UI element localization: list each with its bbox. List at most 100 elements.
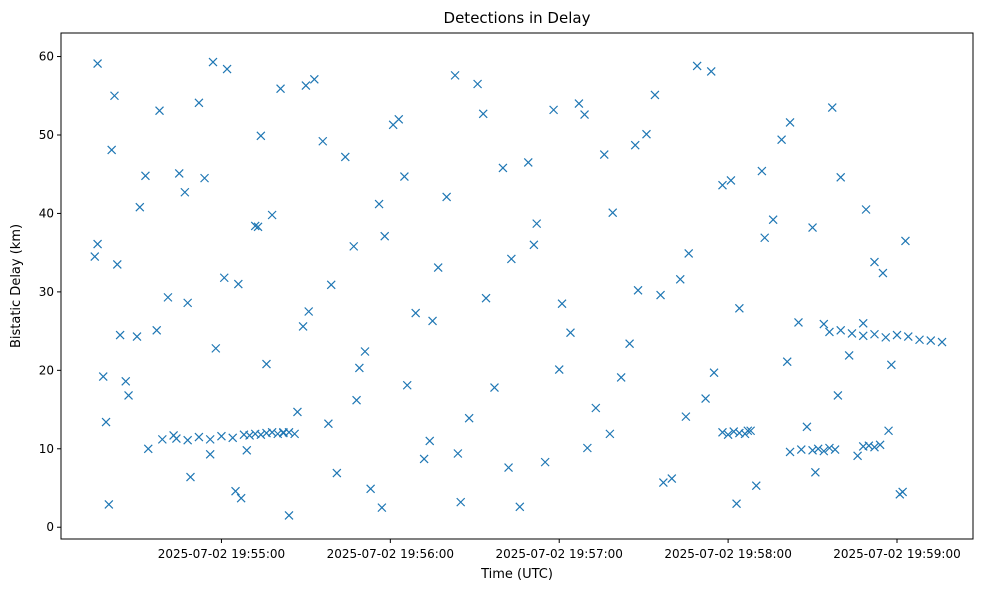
data-point bbox=[236, 493, 246, 503]
data-point bbox=[155, 106, 164, 116]
data-point bbox=[709, 368, 719, 378]
data-point bbox=[757, 166, 767, 176]
data-point bbox=[681, 412, 691, 422]
data-point bbox=[217, 431, 226, 441]
data-point bbox=[830, 445, 840, 454]
data-point bbox=[875, 440, 885, 450]
y-tick-label: 40 bbox=[39, 206, 54, 220]
data-point bbox=[276, 84, 285, 94]
data-point bbox=[506, 254, 516, 264]
data-point bbox=[782, 357, 792, 367]
data-point bbox=[132, 332, 142, 342]
data-point bbox=[152, 325, 162, 335]
data-point bbox=[732, 499, 741, 509]
data-point bbox=[692, 61, 702, 71]
data-point bbox=[318, 136, 328, 146]
data-point bbox=[498, 163, 508, 173]
data-point bbox=[884, 426, 893, 436]
data-point bbox=[473, 79, 483, 89]
data-point bbox=[582, 443, 592, 453]
data-point bbox=[301, 81, 311, 90]
data-point bbox=[808, 445, 817, 455]
data-point bbox=[183, 435, 193, 445]
data-point bbox=[864, 441, 874, 451]
data-point bbox=[870, 442, 879, 452]
data-point bbox=[180, 187, 190, 197]
data-point bbox=[785, 118, 795, 127]
data-point bbox=[819, 446, 829, 456]
data-point bbox=[298, 321, 308, 331]
data-point bbox=[853, 451, 863, 461]
data-point bbox=[256, 131, 266, 141]
data-point bbox=[222, 64, 232, 74]
data-point bbox=[366, 484, 376, 494]
data-point bbox=[107, 145, 117, 155]
data-point bbox=[751, 481, 761, 491]
data-point bbox=[847, 329, 857, 338]
data-point bbox=[205, 434, 215, 444]
data-point bbox=[650, 90, 660, 100]
data-point bbox=[90, 252, 100, 262]
data-point bbox=[143, 444, 153, 454]
y-tick-label: 20 bbox=[39, 363, 54, 377]
data-point bbox=[858, 331, 868, 341]
data-point bbox=[825, 327, 834, 337]
data-point bbox=[557, 299, 567, 309]
data-point bbox=[591, 403, 601, 413]
data-points bbox=[90, 57, 947, 520]
data-point bbox=[870, 257, 879, 267]
data-point bbox=[675, 274, 685, 284]
data-point bbox=[881, 332, 891, 342]
data-point bbox=[352, 395, 361, 405]
data-point bbox=[419, 454, 429, 464]
data-point bbox=[205, 449, 215, 459]
data-point bbox=[740, 429, 750, 439]
data-point bbox=[157, 434, 167, 444]
data-point bbox=[861, 205, 871, 214]
data-point bbox=[200, 173, 209, 183]
data-point bbox=[802, 422, 812, 432]
data-point bbox=[580, 110, 589, 120]
x-tick-label: 2025-07-02 19:59:00 bbox=[833, 547, 960, 561]
data-point bbox=[208, 57, 218, 67]
data-point bbox=[425, 436, 435, 446]
data-point bbox=[256, 430, 266, 440]
data-point bbox=[211, 343, 221, 353]
data-point bbox=[532, 219, 542, 229]
data-point bbox=[926, 336, 936, 345]
data-point bbox=[228, 433, 238, 443]
data-point bbox=[746, 426, 756, 436]
data-point bbox=[478, 109, 488, 119]
data-point bbox=[171, 434, 181, 444]
x-axis-label: Time (UTC) bbox=[480, 567, 553, 582]
data-point bbox=[456, 497, 466, 507]
data-point bbox=[219, 273, 229, 283]
y-tick-label: 50 bbox=[39, 128, 54, 142]
data-point bbox=[718, 180, 727, 190]
chart-title: Detections in Delay bbox=[444, 9, 591, 27]
data-point bbox=[428, 316, 437, 326]
data-point bbox=[549, 105, 559, 115]
data-point bbox=[411, 308, 421, 318]
x-axis-ticks: 2025-07-02 19:55:00 2025-07-02 19:56:00 20… bbox=[158, 539, 961, 561]
data-point bbox=[323, 419, 333, 429]
data-point bbox=[262, 359, 271, 369]
data-point bbox=[104, 500, 114, 509]
data-point bbox=[135, 202, 145, 212]
data-point bbox=[726, 176, 736, 185]
data-point bbox=[808, 223, 817, 232]
x-tick-label: 2025-07-02 19:56:00 bbox=[327, 547, 454, 561]
data-point bbox=[844, 351, 854, 360]
data-point bbox=[93, 239, 103, 249]
data-point bbox=[718, 427, 727, 437]
data-point bbox=[529, 240, 539, 250]
data-point bbox=[886, 360, 896, 370]
data-point bbox=[667, 474, 677, 484]
data-point bbox=[245, 431, 255, 440]
data-point bbox=[124, 391, 133, 400]
data-point bbox=[813, 444, 823, 454]
data-point bbox=[566, 328, 575, 338]
